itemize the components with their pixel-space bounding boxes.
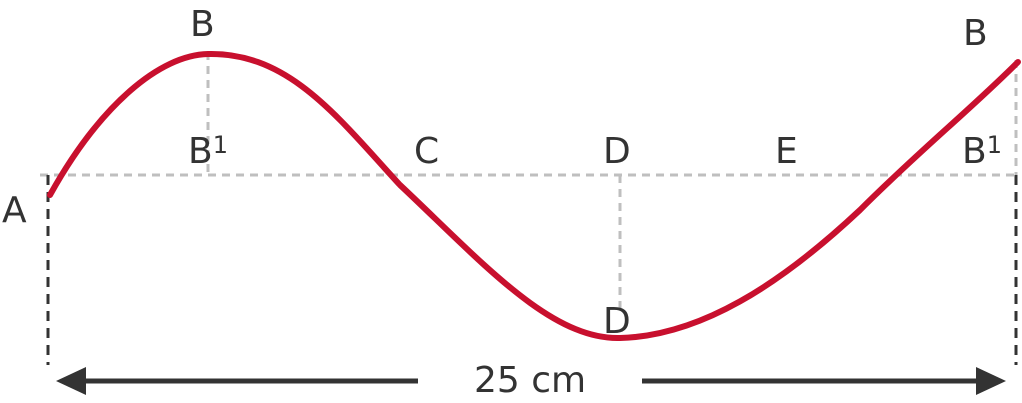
label-a: A	[2, 190, 27, 231]
label-b-left-base: B1	[188, 131, 228, 172]
label-c: C	[414, 131, 439, 172]
label-e: E	[775, 131, 798, 172]
measure-label: 25 cm	[474, 360, 586, 401]
label-b-right-base: B1	[962, 131, 1002, 172]
measure-arrow-right-head	[976, 367, 1006, 395]
label-d-mid: D	[603, 131, 631, 172]
label-b-right-base-sup: 1	[987, 131, 1002, 159]
label-d-bottom: D	[603, 301, 631, 342]
label-b-left-top: B	[190, 4, 215, 45]
label-b-right-top: B	[963, 13, 988, 54]
label-b-right-base-letter: B	[962, 131, 987, 172]
measure-arrow-left-head	[56, 367, 86, 395]
label-b-left-base-sup: 1	[213, 131, 228, 159]
wave-curve	[47, 50, 1021, 342]
label-b-left-base-letter: B	[188, 131, 213, 172]
